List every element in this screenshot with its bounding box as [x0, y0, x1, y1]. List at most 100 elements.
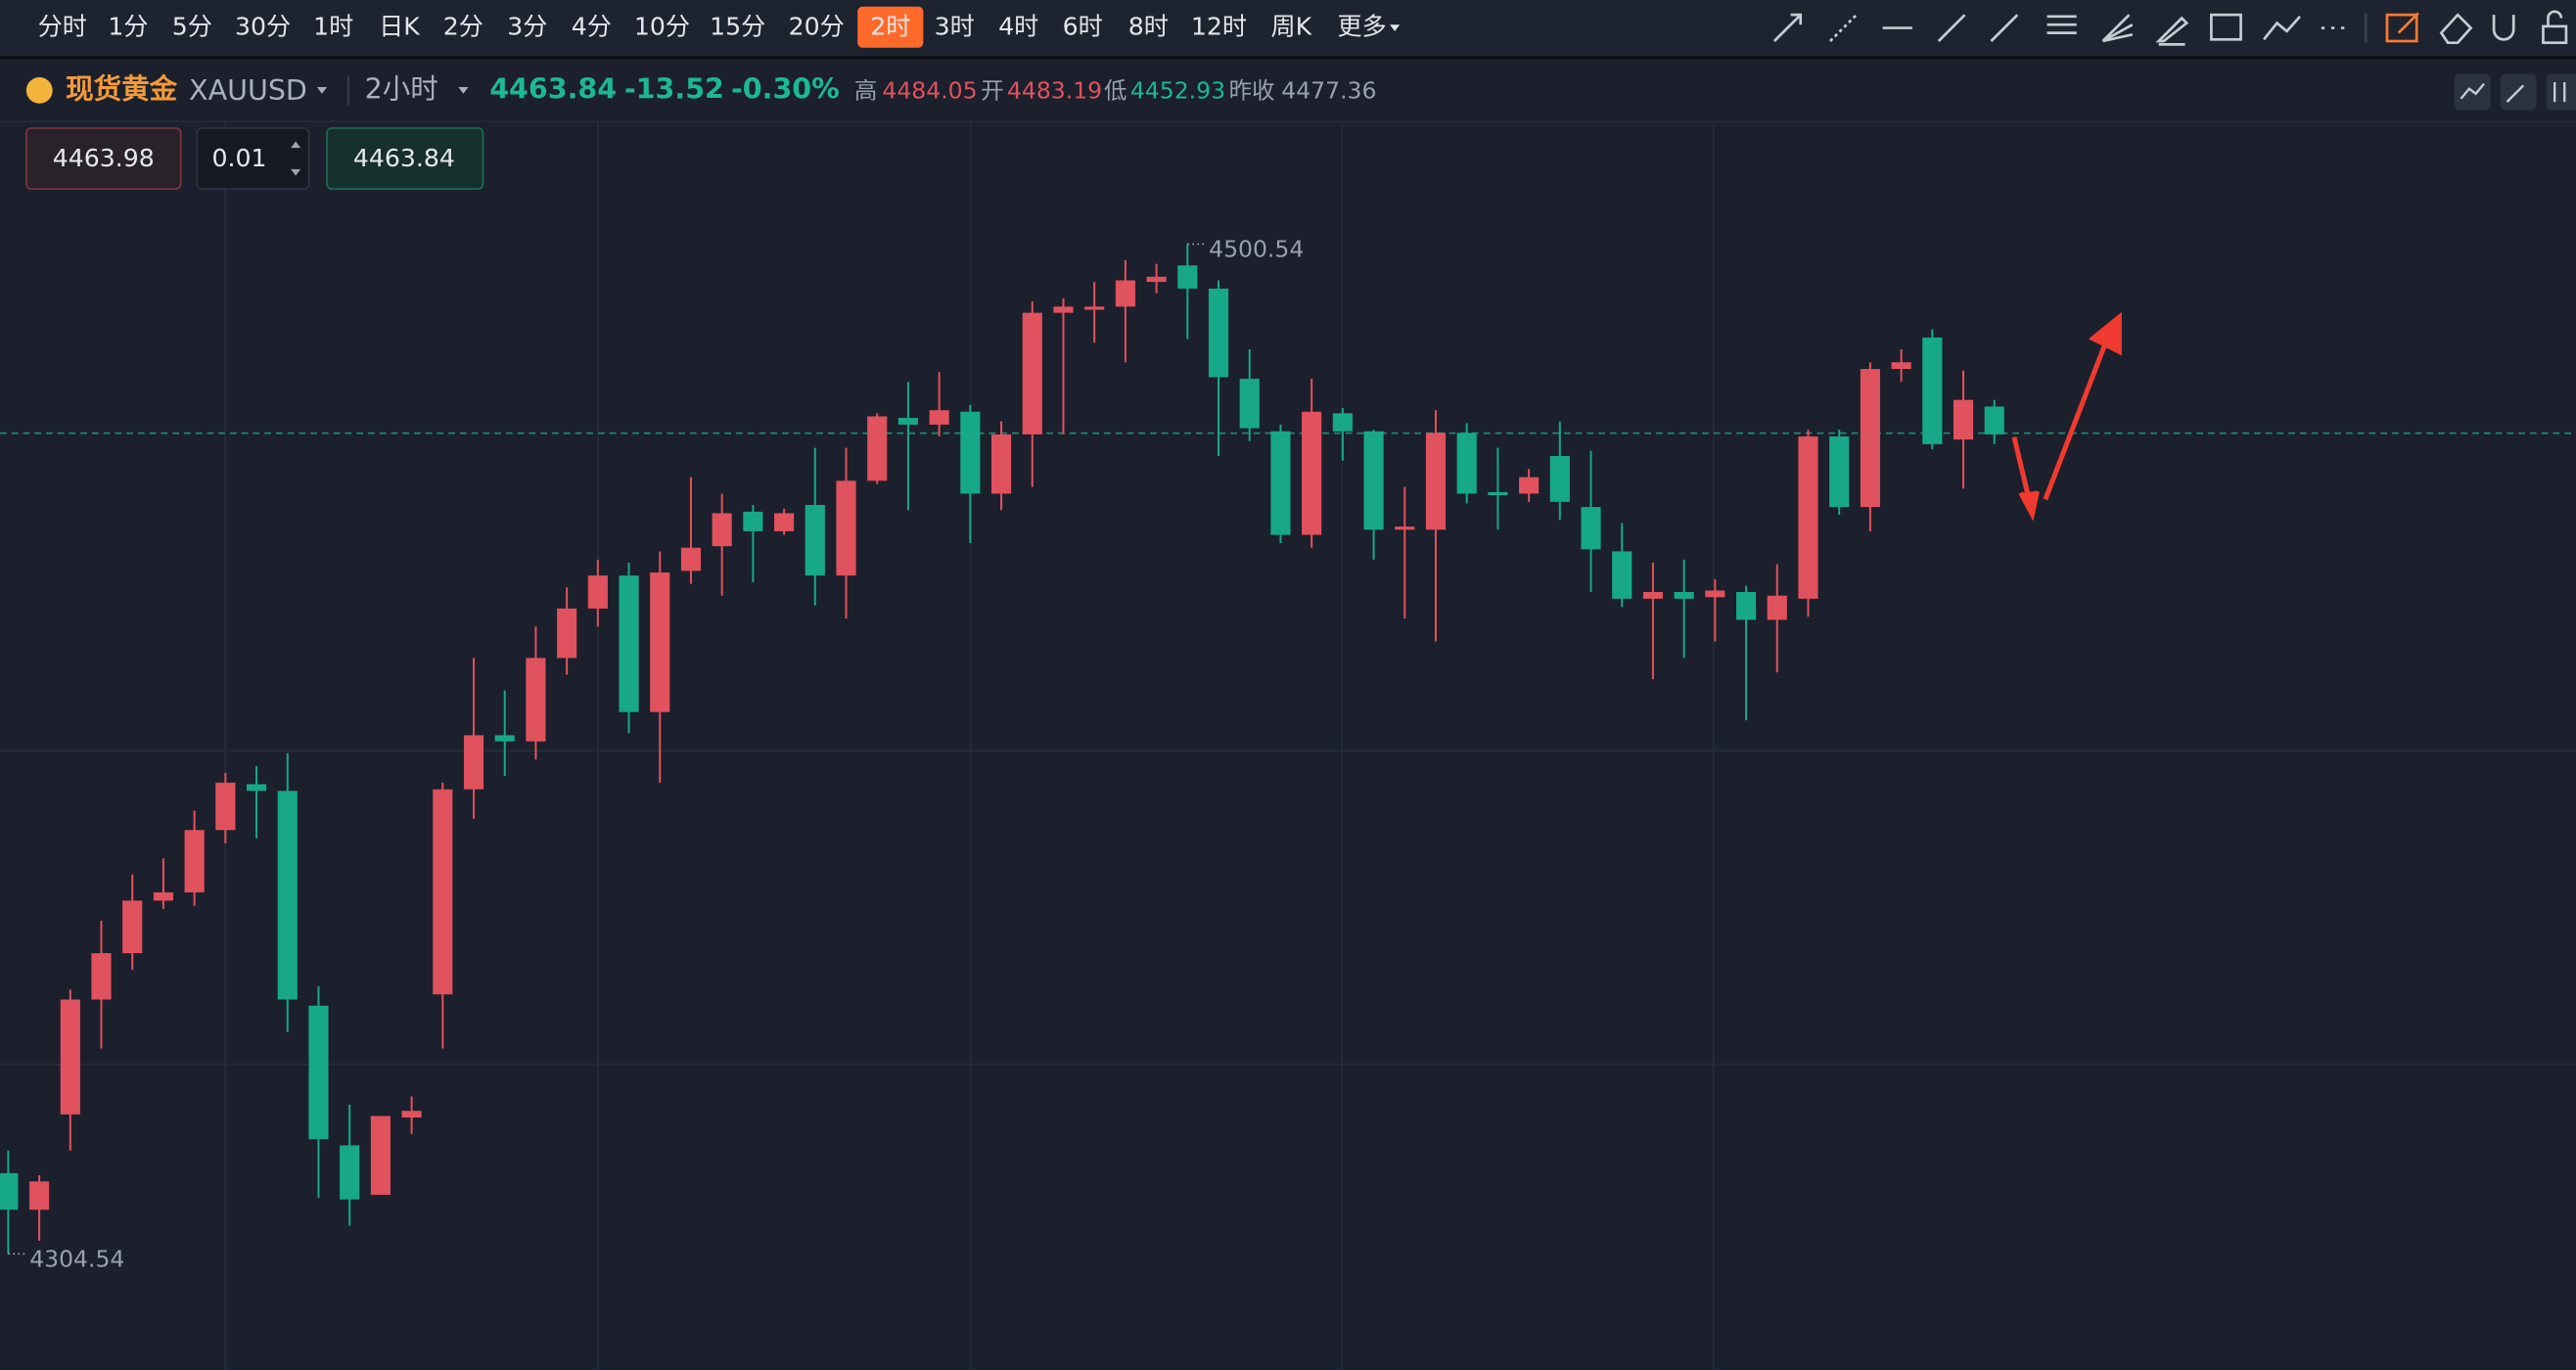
- candle-body: [990, 434, 1012, 494]
- dropdown-caret: [316, 87, 328, 94]
- period-bar: 分时 1分 5分 30分 1时 日K 2分 3分 4分 10分 15分 20分 2时 3时 4时 6时 8时 12…: [38, 6, 1401, 48]
- candle-body: [29, 1181, 50, 1210]
- period-tab[interactable]: 6时: [1063, 13, 1103, 41]
- qty-input[interactable]: [196, 127, 310, 190]
- candle-body: [587, 575, 608, 609]
- period-tab[interactable]: 4分: [572, 13, 612, 41]
- stat-label: 低: [1104, 77, 1127, 105]
- drawing-tools: [1772, 13, 2368, 46]
- candle-body: [1642, 592, 1663, 599]
- candle-body: [1549, 456, 1570, 502]
- period-tab[interactable]: 2分: [443, 13, 483, 41]
- buy-button[interactable]: [326, 127, 484, 190]
- candle-body: [1208, 288, 1229, 378]
- period-tab[interactable]: 20分: [789, 13, 845, 41]
- candle-body: [1581, 507, 1601, 550]
- candle-body: [1146, 276, 1167, 283]
- edit-tool[interactable]: [2385, 12, 2419, 43]
- candle-body: [1239, 379, 1260, 429]
- candle-body: [1953, 399, 1974, 440]
- tools[interactable]: [2439, 10, 2568, 45]
- chart-buttons[interactable]: [2454, 73, 2576, 111]
- candle-body: [1177, 265, 1198, 289]
- stat-value: 4484.05: [882, 77, 977, 105]
- candle-body: [433, 789, 453, 995]
- candle-body: [743, 511, 763, 531]
- candle-body: [680, 547, 702, 571]
- candle-body: [370, 1116, 391, 1195]
- candle-body: [805, 505, 825, 576]
- candle-body: [60, 999, 80, 1115]
- dropdown-caret: [458, 87, 469, 94]
- candle-body: [897, 418, 919, 425]
- sell-price[interactable]: 4463.98: [53, 144, 155, 172]
- period-tab[interactable]: 1时: [313, 13, 353, 41]
- period-tab[interactable]: 周K: [1271, 13, 1313, 41]
- period-tab[interactable]: 分时: [38, 13, 87, 41]
- change: -13.52: [624, 72, 724, 105]
- period-tab[interactable]: 日K: [379, 13, 421, 41]
- instrument-name[interactable]: 现货黄金: [66, 72, 178, 105]
- candle-body: [1456, 433, 1477, 494]
- period-tab[interactable]: 10分: [634, 13, 690, 41]
- stat-value: 4452.93: [1130, 77, 1225, 105]
- candle-body: [1922, 337, 1943, 444]
- period-tab[interactable]: 3时: [935, 13, 975, 41]
- period-tab[interactable]: 12时: [1191, 13, 1247, 41]
- candle-body: [1084, 306, 1105, 310]
- candle-body: [867, 416, 888, 481]
- gold-icon: [25, 76, 53, 104]
- active-period-bg[interactable]: [857, 6, 924, 48]
- period-tab[interactable]: 1分: [108, 13, 148, 41]
- period-tab[interactable]: 5分: [172, 13, 212, 41]
- sell-button[interactable]: [25, 127, 182, 190]
- candle-body: [712, 513, 732, 547]
- stat-value: 4477.36: [1281, 77, 1376, 105]
- period-tab[interactable]: 8时: [1128, 13, 1169, 41]
- candle-body: [0, 1172, 19, 1210]
- period-tab[interactable]: 更多: [1337, 13, 1386, 41]
- candle-body: [308, 1005, 329, 1140]
- candle-body: [1115, 280, 1135, 307]
- candle-body: [1270, 431, 1291, 535]
- min-label: 4304.54: [29, 1246, 124, 1273]
- arrow-annotation: [2011, 311, 2122, 522]
- stat-label: 昨收: [1229, 77, 1275, 105]
- candle-body: [1302, 411, 1322, 535]
- candle-body: [557, 608, 577, 659]
- buy-price[interactable]: 4463.84: [353, 144, 455, 172]
- candle-body: [122, 900, 143, 954]
- candle-body: [1488, 491, 1508, 496]
- candle-body: [1798, 436, 1818, 599]
- instrument-symbol[interactable]: XAUUSD: [189, 74, 307, 107]
- candle-body: [277, 791, 298, 1000]
- candle-body: [1767, 595, 1787, 620]
- candle-body: [1705, 590, 1725, 598]
- candle-body: [960, 411, 981, 494]
- candle-body: [246, 784, 267, 792]
- period-tab[interactable]: 2时: [870, 13, 910, 41]
- period-tab[interactable]: 4时: [998, 13, 1038, 41]
- candle-body: [1829, 436, 1850, 508]
- stat-label: 高: [854, 77, 878, 105]
- candle-body: [1891, 362, 1911, 370]
- period-tab[interactable]: 3分: [507, 13, 547, 41]
- candle-body: [650, 572, 670, 712]
- period-tab[interactable]: 30分: [235, 13, 291, 41]
- candle-body: [401, 1111, 422, 1118]
- candle-body: [1053, 306, 1074, 313]
- toolbar: [0, 0, 2576, 57]
- qty-value[interactable]: 0.01: [212, 144, 267, 172]
- candle-body: [1022, 312, 1042, 434]
- period-select[interactable]: 2小时: [365, 72, 438, 105]
- candle-body: [1612, 551, 1633, 599]
- candle-body: [1674, 592, 1694, 599]
- candle-body: [1332, 413, 1353, 432]
- candle-body: [1395, 526, 1415, 530]
- candle-body: [1425, 433, 1447, 530]
- candle-body: [774, 513, 795, 531]
- period-tab[interactable]: 15分: [710, 13, 765, 41]
- dropdown-caret: [1390, 24, 1401, 31]
